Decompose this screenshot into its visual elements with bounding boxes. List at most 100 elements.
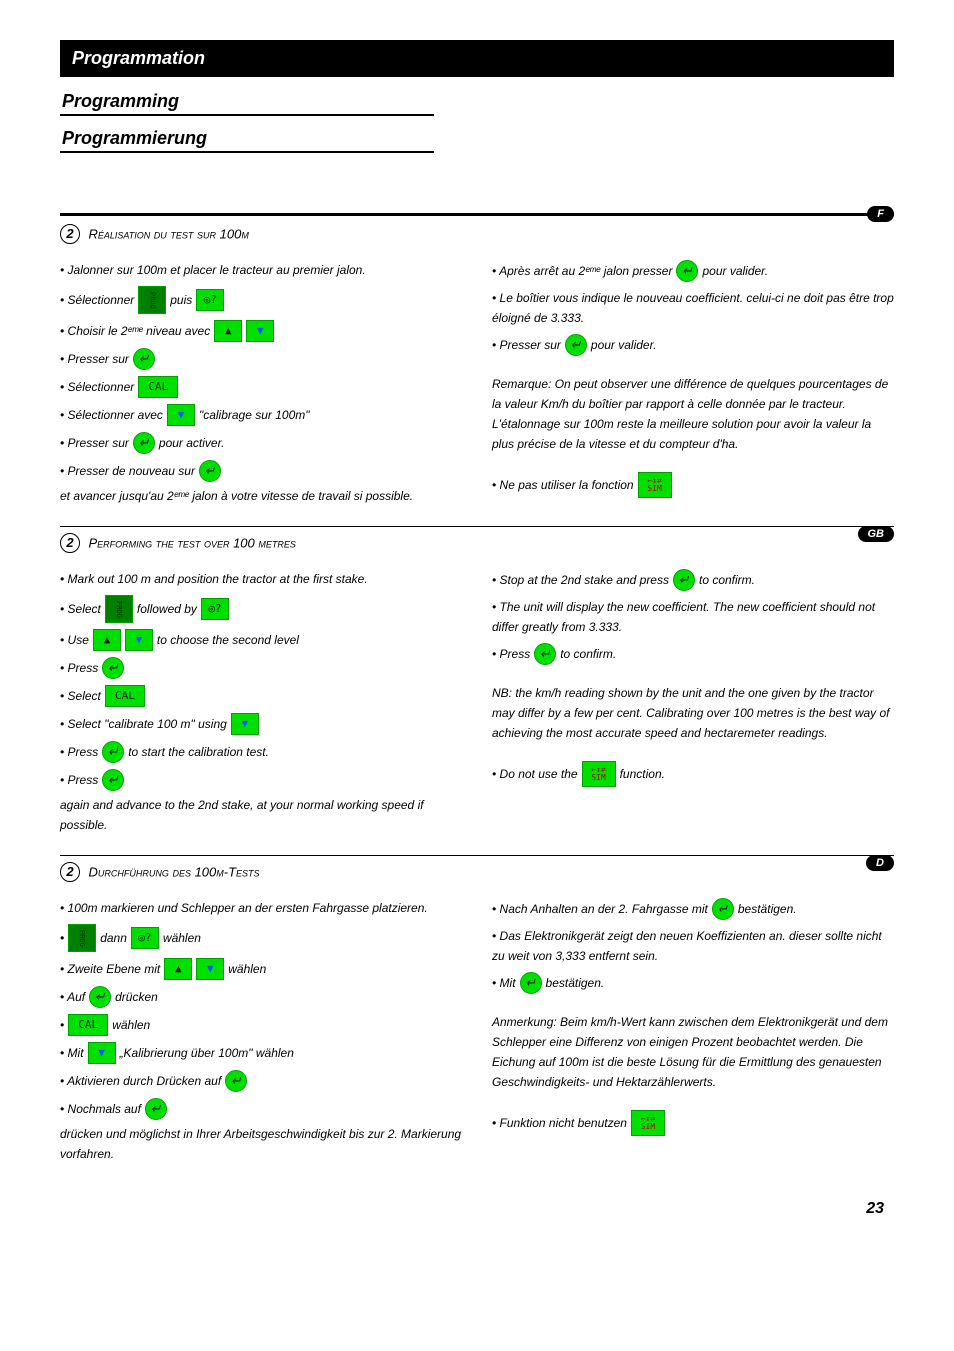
instruction-text: • Use bbox=[60, 630, 89, 650]
instruction-line: • SélectionnerPROGpuis◎? bbox=[60, 286, 462, 314]
instruction-text: • Après arrêt au 2ᵉᵐᵉ jalon presser bbox=[492, 261, 672, 281]
note-en: NB: the km/h reading shown by the unit a… bbox=[492, 683, 894, 743]
instruction-text: • Press bbox=[60, 658, 98, 678]
col-right-de: • Nach Anhalten an der 2. Fahrgasse mit↵… bbox=[492, 892, 894, 1170]
sim-line-fr: • Ne pas utiliser la fonction←↕⇄SIM bbox=[492, 472, 894, 498]
col-left-de: • 100m markieren und Schlepper an der er… bbox=[60, 892, 462, 1170]
instruction-line: • Press↵again and advance to the 2nd sta… bbox=[60, 769, 462, 835]
instruction-text: • The unit will display the new coeffici… bbox=[492, 597, 894, 637]
section-footer-fr: GB bbox=[60, 526, 894, 527]
instruction-text: • Presser sur bbox=[60, 433, 129, 453]
col-right-en: • Stop at the 2nd stake and press↵to con… bbox=[492, 563, 894, 841]
up-icon: ▲ bbox=[214, 320, 242, 342]
instruction-text: • Presser sur bbox=[492, 335, 561, 355]
instruction-line: •PROGdann◎?wählen bbox=[60, 924, 462, 952]
enter-icon: ↵ bbox=[102, 657, 124, 679]
col-right-fr: • Après arrêt au 2ᵉᵐᵉ jalon presser↵pour… bbox=[492, 254, 894, 512]
section-header-de: 2 Durchführung des 100m-Tests bbox=[60, 862, 894, 882]
instruction-text: to choose the second level bbox=[157, 630, 299, 650]
note-de: Anmerkung: Beim km/h-Wert kann zwischen … bbox=[492, 1012, 894, 1092]
instruction-line: • Press↵to confirm. bbox=[492, 643, 894, 665]
enter-icon: ↵ bbox=[565, 334, 587, 356]
title-de: Programmierung bbox=[60, 124, 434, 153]
title-fr: Programmation bbox=[60, 40, 894, 77]
instruction-text: • Jalonner sur 100m et placer le tracteu… bbox=[60, 260, 366, 280]
col-left-en: • Mark out 100 m and position the tracto… bbox=[60, 563, 462, 841]
instruction-line: • Mark out 100 m and position the tracto… bbox=[60, 569, 462, 589]
instruction-line: • Nochmals auf↵drücken und möglichst in … bbox=[60, 1098, 462, 1164]
instruction-line: • Auf↵drücken bbox=[60, 986, 462, 1008]
instruction-line: • 100m markieren und Schlepper an der er… bbox=[60, 898, 462, 918]
down-icon: ▼ bbox=[231, 713, 259, 735]
instruction-line: • Jalonner sur 100m et placer le tracteu… bbox=[60, 260, 462, 280]
down-icon: ▼ bbox=[246, 320, 274, 342]
sim-icon: ←↕⇄SIM bbox=[582, 761, 616, 787]
enter-icon: ↵ bbox=[225, 1070, 247, 1092]
title-en: Programming bbox=[60, 87, 434, 116]
instruction-text: wählen bbox=[112, 1015, 150, 1035]
help-icon: ◎? bbox=[131, 927, 159, 949]
instruction-text: pour valider. bbox=[702, 261, 768, 281]
enter-icon: ↵ bbox=[520, 972, 542, 994]
instruction-text: bestätigen. bbox=[546, 973, 605, 993]
instruction-text: • Do not use the bbox=[492, 764, 578, 784]
enter-icon: ↵ bbox=[133, 348, 155, 370]
instruction-line: • Presser de nouveau sur↵et avancer jusq… bbox=[60, 460, 462, 506]
instruction-text: • Choisir le 2ᵉᵐᵉ niveau avec bbox=[60, 321, 210, 341]
enter-icon: ↵ bbox=[89, 986, 111, 1008]
instruction-line: • Presser sur↵ bbox=[60, 348, 462, 370]
section-num-fr: 2 bbox=[60, 224, 80, 244]
instruction-line: • Press↵to start the calibration test. bbox=[60, 741, 462, 763]
instruction-text: • Mit bbox=[492, 973, 516, 993]
prog-icon: PROG bbox=[105, 595, 133, 623]
instruction-line: • Mit↵bestätigen. bbox=[492, 972, 894, 994]
enter-icon: ↵ bbox=[102, 769, 124, 791]
instruction-text: • Le boîtier vous indique le nouveau coe… bbox=[492, 288, 894, 328]
instruction-text: • bbox=[60, 928, 64, 948]
instruction-text: • Press bbox=[60, 742, 98, 762]
instruction-line: • Aktivieren durch Drücken auf↵ bbox=[60, 1070, 462, 1092]
instruction-text: to start the calibration test. bbox=[128, 742, 269, 762]
instruction-line: • Le boîtier vous indique le nouveau coe… bbox=[492, 288, 894, 328]
instruction-text: function. bbox=[620, 764, 665, 784]
sim-icon: ←↕⇄SIM bbox=[638, 472, 672, 498]
instruction-text: • Press bbox=[492, 644, 530, 664]
instruction-text: • Zweite Ebene mit bbox=[60, 959, 160, 979]
instruction-text: et avancer jusqu'au 2ᵉᵐᵉ jalon à votre v… bbox=[60, 486, 413, 506]
down-icon: ▼ bbox=[125, 629, 153, 651]
instruction-text: wählen bbox=[228, 959, 266, 979]
section-header-fr: 2 Réalisation du test sur 100m bbox=[60, 224, 894, 244]
prog-icon: PROG bbox=[138, 286, 166, 314]
instruction-line: • Sélectionner avec▼"calibrage sur 100m" bbox=[60, 404, 462, 426]
instruction-text: • bbox=[60, 1015, 64, 1035]
enter-icon: ↵ bbox=[145, 1098, 167, 1120]
instruction-text: "calibrage sur 100m" bbox=[199, 405, 310, 425]
instruction-text: wählen bbox=[163, 928, 201, 948]
lang-tab-en: GB bbox=[858, 526, 895, 542]
instruction-line: • Nach Anhalten an der 2. Fahrgasse mit↵… bbox=[492, 898, 894, 920]
instruction-text: pour activer. bbox=[159, 433, 225, 453]
instruction-text: • Select "calibrate 100 m" using bbox=[60, 714, 227, 734]
section-en: 2 Performing the test over 100 metres • … bbox=[60, 533, 894, 856]
instruction-text: • Press bbox=[60, 770, 98, 790]
instruction-line: • Zweite Ebene mit▲▼wählen bbox=[60, 958, 462, 980]
instruction-text: • Funktion nicht benutzen bbox=[492, 1113, 627, 1133]
instruction-line: •CALwählen bbox=[60, 1014, 462, 1036]
instruction-line: • Choisir le 2ᵉᵐᵉ niveau avec▲▼ bbox=[60, 320, 462, 342]
section-fr: F 2 Réalisation du test sur 100m • Jalon… bbox=[60, 213, 894, 527]
instruction-line: • Press↵ bbox=[60, 657, 462, 679]
cal-icon: CAL bbox=[68, 1014, 108, 1036]
instruction-text: • Auf bbox=[60, 987, 85, 1007]
sim-line-de: • Funktion nicht benutzen←↕⇄SIM bbox=[492, 1110, 894, 1136]
instruction-text: • Ne pas utiliser la fonction bbox=[492, 475, 634, 495]
enter-icon: ↵ bbox=[133, 432, 155, 454]
section-de: 2 Durchführung des 100m-Tests • 100m mar… bbox=[60, 862, 894, 1170]
help-icon: ◎? bbox=[196, 289, 224, 311]
enter-icon: ↵ bbox=[676, 260, 698, 282]
sim-icon: ←↕⇄SIM bbox=[631, 1110, 665, 1136]
instruction-line: • Presser sur↵pour valider. bbox=[492, 334, 894, 356]
enter-icon: ↵ bbox=[534, 643, 556, 665]
instruction-line: • Mit▼„Kalibrierung über 100m" wählen bbox=[60, 1042, 462, 1064]
help-icon: ◎? bbox=[201, 598, 229, 620]
section-title-de: Durchführung des 100m-Tests bbox=[88, 865, 259, 880]
